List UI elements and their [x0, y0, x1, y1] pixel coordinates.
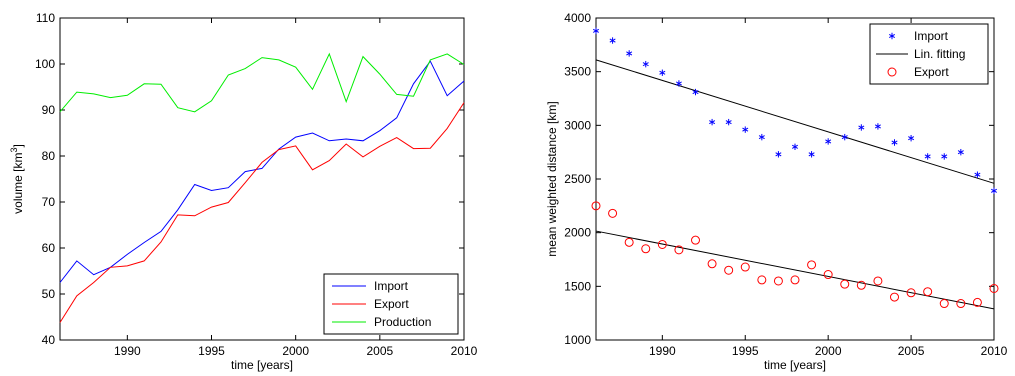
export-point — [823, 270, 833, 280]
right-chart-distance: 1990 1995 2000 2005 2010 1000 1500 2000 2500 3000… — [545, 11, 1008, 372]
export-point — [674, 245, 684, 255]
export-point — [939, 299, 949, 309]
import-point — [791, 143, 799, 150]
x-tick-label: 1990 — [114, 344, 141, 358]
export-point — [624, 237, 634, 247]
y-tick-label: 1500 — [564, 279, 591, 293]
export-point — [873, 276, 883, 286]
fit-line — [595, 59, 995, 184]
import-point — [891, 139, 898, 146]
y-tick-label: 50 — [42, 287, 56, 301]
legend-label: Export — [374, 297, 409, 311]
import-point — [709, 118, 716, 126]
import-point — [990, 187, 998, 195]
import-point — [858, 124, 865, 131]
export-point — [807, 260, 817, 270]
y-tick-label: 90 — [42, 103, 56, 117]
x-tick-label: 2000 — [815, 344, 842, 358]
series-line-import — [59, 60, 465, 283]
export-point — [856, 280, 866, 290]
import-point — [642, 60, 649, 68]
import-point — [808, 151, 815, 158]
export-point — [724, 265, 734, 275]
legend-marker-import — [888, 32, 896, 40]
import-point — [659, 69, 666, 76]
x-tick-label: 2000 — [282, 344, 309, 358]
export-point — [757, 275, 767, 285]
y-tick-label: 4000 — [564, 11, 591, 25]
y-tick-label: 80 — [42, 149, 56, 163]
x-axis-label: time [years] — [231, 358, 293, 372]
legend-label: Lin. fitting — [914, 47, 965, 61]
export-point — [840, 279, 850, 289]
y-tick-label: 70 — [42, 195, 56, 209]
import-point — [758, 133, 765, 141]
import-point — [725, 118, 732, 126]
export-point — [608, 208, 618, 218]
legend-label: Import — [374, 279, 409, 293]
import-point — [908, 135, 915, 142]
y-tick-label: 1000 — [564, 333, 591, 347]
import-point — [924, 153, 931, 160]
y-tick-label: 2000 — [564, 226, 591, 240]
export-point — [790, 275, 800, 285]
y-axis-label-superscript: 3 — [9, 147, 19, 152]
export-point — [923, 287, 933, 297]
import-point — [675, 80, 682, 87]
export-point — [956, 299, 966, 309]
x-tick-label: 2010 — [451, 344, 478, 358]
import-point — [825, 138, 832, 145]
export-point — [591, 201, 601, 211]
import-point — [692, 88, 699, 96]
import-point — [841, 133, 848, 141]
y-tick-label: 100 — [35, 57, 55, 71]
y-tick-label: 3000 — [564, 118, 591, 132]
left-chart-volume: 1990 1995 2000 2005 2010 40 50 60 70 80 90 100 110 ti… — [9, 11, 478, 372]
y-tick-label: 40 — [42, 333, 56, 347]
y-tick-label: 2500 — [564, 172, 591, 186]
y-axis-label: mean weighted distance [km] — [545, 101, 559, 256]
import-point — [957, 148, 964, 156]
import-point — [626, 50, 633, 57]
import-point — [775, 151, 782, 158]
y-tick-label: 60 — [42, 241, 56, 255]
import-point — [874, 123, 881, 130]
import-point — [609, 37, 616, 44]
export-point — [773, 276, 783, 286]
import-point — [742, 126, 749, 133]
export-point — [989, 283, 999, 293]
export-point — [707, 259, 717, 269]
y-axis-label-main: volume [km — [11, 153, 25, 214]
y-axis-label-end: ] — [11, 144, 25, 147]
x-tick-label: 2010 — [981, 344, 1008, 358]
export-point — [972, 297, 982, 307]
export-point — [657, 239, 667, 249]
x-tick-label: 1990 — [649, 344, 676, 358]
export-point — [890, 292, 899, 302]
import-point — [592, 27, 600, 35]
export-point — [641, 244, 651, 254]
export-point — [906, 288, 916, 298]
x-tick-label: 2005 — [366, 344, 393, 358]
import-point — [941, 153, 948, 160]
x-axis-label: time [years] — [764, 358, 826, 372]
y-axis-label: volume [km3] — [9, 144, 25, 214]
import-point — [974, 171, 981, 178]
x-tick-label: 2005 — [898, 344, 925, 358]
x-tick-label: 1995 — [732, 344, 759, 358]
legend-label: Import — [914, 29, 949, 43]
legend-label: Production — [374, 315, 431, 329]
series-line-export — [59, 102, 465, 323]
legend-label: Export — [914, 65, 949, 79]
export-point — [691, 235, 700, 245]
series-line-production — [59, 52, 465, 113]
y-tick-label: 3500 — [564, 65, 591, 79]
x-tick-label: 1995 — [198, 344, 225, 358]
legend-box — [323, 273, 459, 335]
legend-marker-export — [887, 67, 897, 77]
export-point — [740, 262, 750, 272]
y-tick-label: 110 — [36, 11, 55, 25]
